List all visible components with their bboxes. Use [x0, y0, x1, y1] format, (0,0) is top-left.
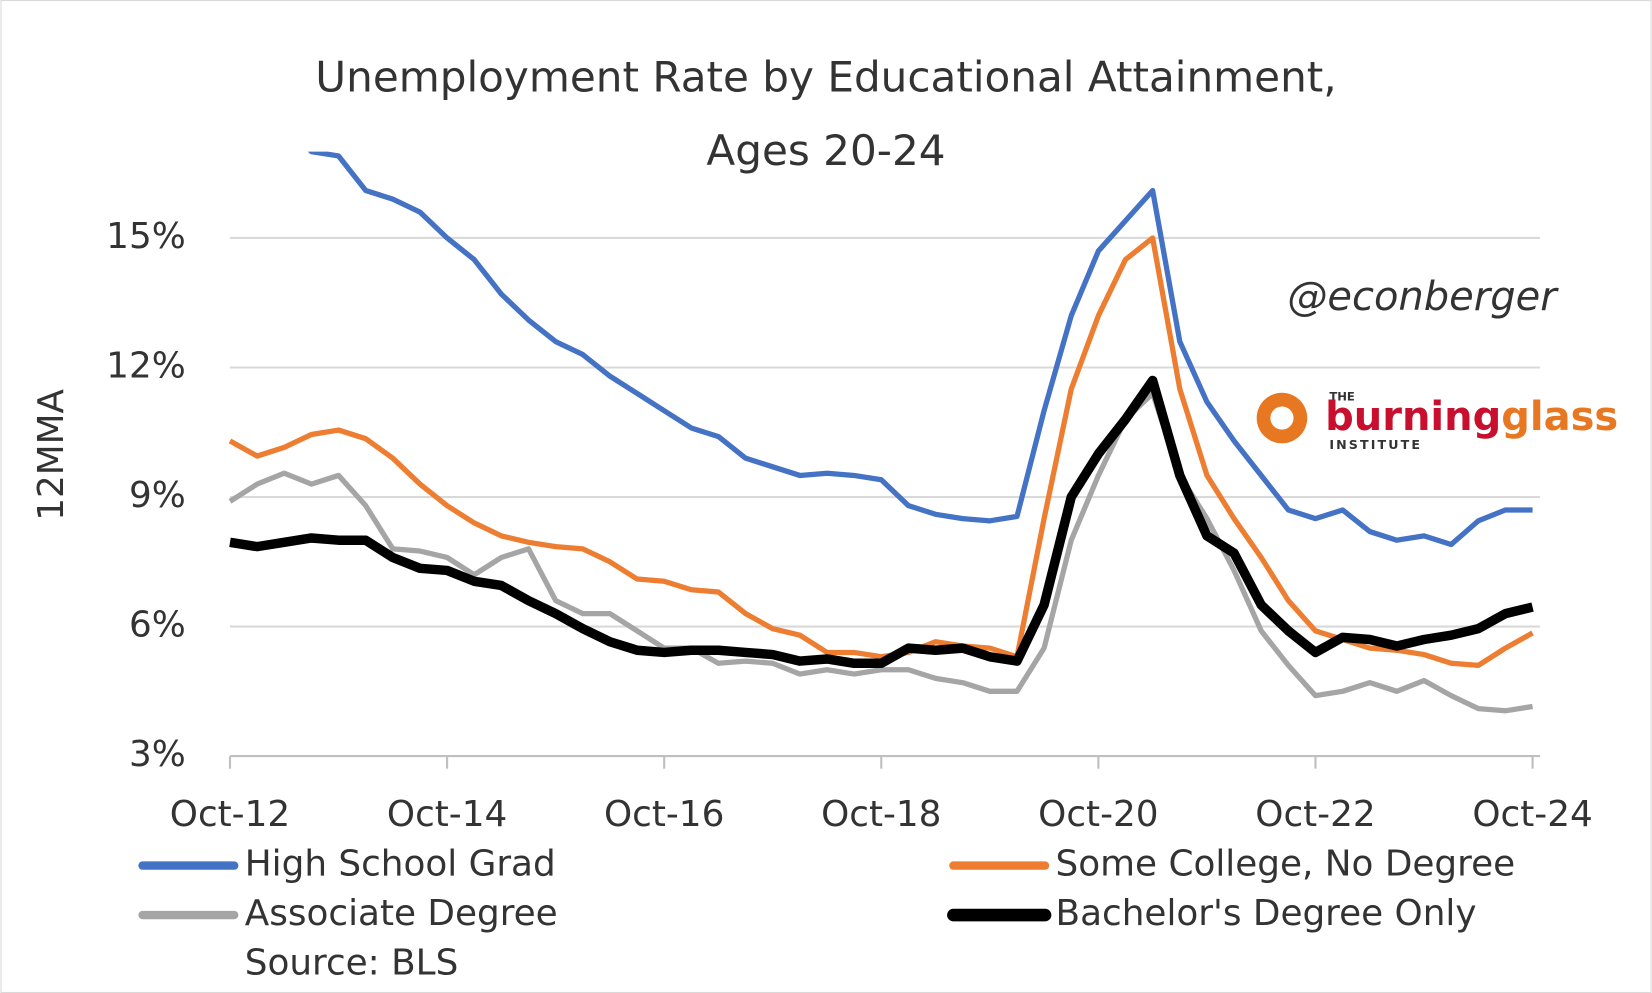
series-line [308, 151, 1533, 548]
series-line [228, 390, 1533, 714]
x-tick-label: Oct-22 [1255, 794, 1375, 835]
logo: THE burningglass INSTITUTE [1256, 389, 1618, 452]
chart-title: Unemployment Rate by Educational Attainm… [315, 53, 1336, 102]
logo-text: THE [1329, 389, 1355, 403]
source-note: Source: BLS [245, 943, 459, 984]
y-axis-label: 12MMA [31, 388, 72, 520]
y-tick-label: 15% [106, 216, 186, 257]
y-tick-label: 12% [106, 346, 186, 387]
logo-text: INSTITUTE [1329, 437, 1422, 452]
logo-text: burningglass [1325, 394, 1618, 440]
y-tick-label: 6% [129, 605, 186, 646]
x-tick-label: Oct-12 [170, 794, 290, 835]
y-tick-label: 3% [129, 734, 186, 775]
legend-label: Some College, No Degree [1056, 844, 1516, 885]
series-line [229, 375, 1534, 669]
chart-title: Ages 20-24 [706, 126, 945, 175]
x-tick-label: Oct-16 [604, 794, 724, 835]
legend-label: Bachelor's Degree Only [1056, 893, 1477, 934]
logo-word: glass [1501, 394, 1618, 440]
logo-word: burning [1325, 394, 1501, 440]
x-tick-label: Oct-18 [821, 794, 941, 835]
x-tick-label: Oct-14 [387, 794, 507, 835]
legend-label: Associate Degree [245, 893, 558, 934]
annotation: @econberger [1287, 274, 1559, 320]
logo-icon [1270, 406, 1294, 430]
series-line [228, 235, 1534, 669]
x-tick-label: Oct-24 [1472, 794, 1592, 835]
y-tick-label: 9% [129, 475, 186, 516]
x-tick-label: Oct-20 [1038, 794, 1158, 835]
legend-label: High School Grad [245, 844, 556, 885]
plot-area [228, 151, 1534, 714]
